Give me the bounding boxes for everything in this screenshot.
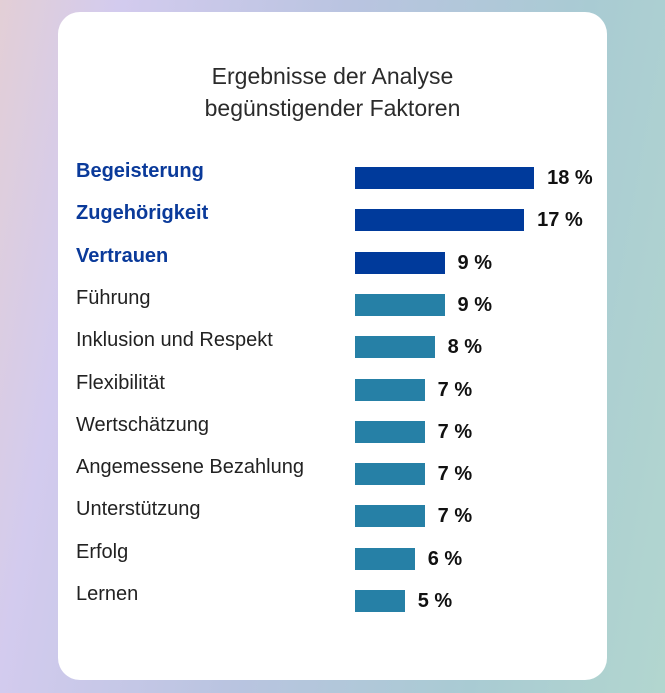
bar: [355, 251, 445, 274]
chart-card: Ergebnisse der Analyse begünstigender Fa…: [58, 12, 607, 680]
category-label: Inklusion und Respekt: [76, 329, 273, 352]
value-label: 8 %: [447, 336, 483, 359]
category-label: Unterstützung: [76, 498, 201, 521]
value-label: 18 %: [547, 167, 593, 189]
value-label: 7 %: [437, 463, 473, 486]
bar: [355, 590, 405, 612]
chart-title-line-1: Ergebnisse der Analyse: [211, 63, 454, 89]
category-label: Führung: [76, 286, 151, 309]
category-label: Lernen: [76, 583, 139, 605]
bar: [355, 420, 425, 443]
bar: [355, 547, 415, 570]
value-label: 7 %: [437, 420, 473, 443]
value-label: 9 %: [457, 293, 493, 316]
category-label: Erfolg: [76, 540, 129, 563]
bar: [355, 293, 445, 316]
bar: [355, 167, 535, 189]
value-label: 6 %: [427, 547, 463, 570]
category-label: Begeisterung: [76, 160, 204, 182]
chart-title-line-2: begünstigender Faktoren: [204, 95, 461, 121]
bar: [355, 505, 425, 528]
value-label: 9 %: [457, 251, 493, 274]
category-label: Flexibilität: [76, 371, 165, 394]
bar: [355, 463, 425, 486]
category-label: Angemessene Bezahlung: [76, 456, 304, 479]
category-label: Zugehörigkeit: [76, 202, 209, 225]
category-label: Vertrauen: [76, 244, 169, 267]
value-label: 7 %: [437, 505, 473, 528]
value-label: 7 %: [437, 378, 473, 401]
bar: [355, 209, 525, 232]
value-label: 17 %: [537, 209, 583, 232]
bar: [355, 378, 425, 401]
value-label: 5 %: [417, 590, 453, 612]
category-label: Wertschätzung: [76, 413, 210, 436]
chart-title: Ergebnisse der Analyse begünstigender Fa…: [58, 60, 607, 124]
bar: [355, 336, 435, 359]
